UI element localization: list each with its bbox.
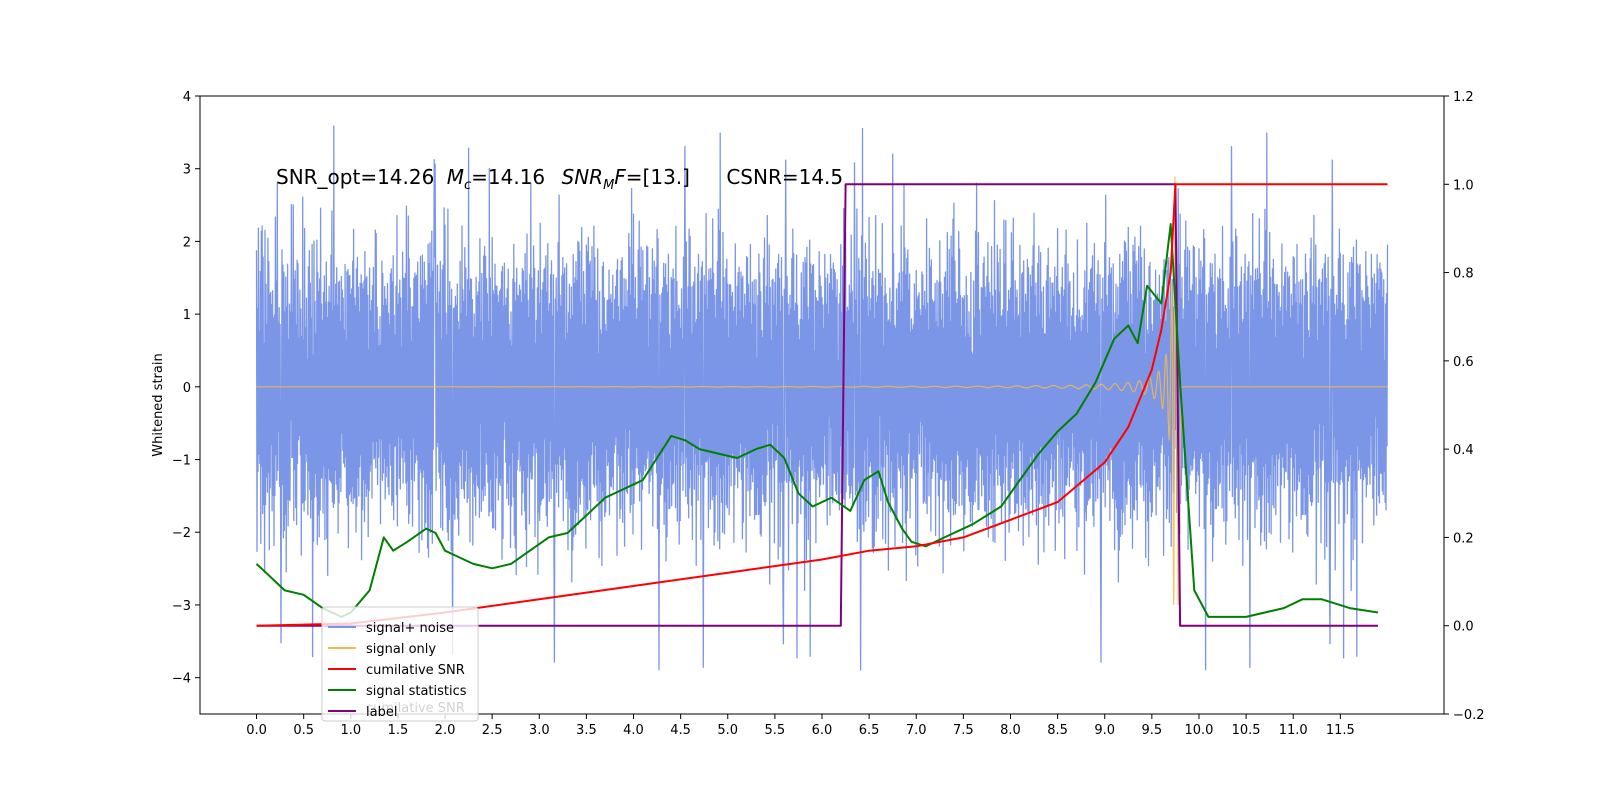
x-tick-label: 1.0 — [340, 723, 361, 738]
plot-area — [255, 125, 1389, 671]
x-tick-label: 0.0 — [246, 723, 267, 738]
x-tick-label: 3.0 — [529, 723, 550, 738]
y-right-tick-label: 0.2 — [1453, 531, 1474, 546]
x-tick-label: 2.0 — [435, 723, 456, 738]
x-tick-label: 10.5 — [1232, 723, 1261, 738]
x-tick-label: 5.0 — [717, 723, 738, 738]
legend-label: signal+ noise — [366, 621, 454, 636]
mc-value: =14.16 — [471, 165, 545, 189]
legend-label: signal only — [366, 642, 436, 657]
y-right-tick-label: 0.4 — [1453, 443, 1474, 458]
legend-label: label — [366, 705, 397, 720]
x-tick-label: 9.0 — [1094, 723, 1115, 738]
snr-opt-text: SNR_opt=14.26 — [276, 165, 434, 189]
y-left-tick-label: 0 — [183, 381, 191, 396]
snrmf-value: =[13.] — [626, 165, 690, 189]
y-left-tick-label: 1 — [183, 308, 191, 323]
legend-ghost-label: cumilative SNR — [366, 701, 465, 716]
y-axis-title: Whitened strain — [151, 353, 166, 456]
y-left-tick-label: −2 — [172, 526, 191, 541]
signal-noise-line — [255, 125, 1389, 671]
y-left-tick-label: −1 — [172, 454, 191, 469]
cumulative-snr-line — [256, 183, 1388, 627]
csnr-text: CSNR=14.5 — [726, 165, 843, 189]
mc-symbol: M — [447, 165, 464, 189]
signal-statistics-line — [255, 223, 1379, 618]
x-tick-label: 4.5 — [670, 723, 691, 738]
legend-entries: signal+ noise signal only cumilative SNR si… — [328, 621, 467, 720]
right-axis-series — [255, 183, 1388, 627]
x-tick-label: 7.0 — [906, 723, 927, 738]
x-tick-label: 7.5 — [953, 723, 974, 738]
y-left-tick-label: 3 — [183, 163, 191, 178]
y-right-tick-label: 0.0 — [1453, 620, 1474, 635]
snrmf-tail: F — [614, 165, 626, 189]
x-tick-label: 11.0 — [1279, 723, 1308, 738]
y-right-tick-label: −0.2 — [1453, 708, 1485, 723]
snr-annotation: SNR_opt=14.26 Mc=14.16 SNRMF=[13.] CSNR=… — [276, 165, 843, 193]
x-tick-label: 10.0 — [1184, 723, 1213, 738]
x-tick-label: 6.5 — [859, 723, 880, 738]
x-tick-label: 4.0 — [623, 723, 644, 738]
snrmf-subscript: M — [603, 178, 614, 193]
y-right-tick-label: 1.0 — [1453, 178, 1474, 193]
mc-subscript: c — [464, 178, 471, 193]
y-right-tick-label: 0.8 — [1453, 267, 1474, 282]
legend-label: cumilative SNR — [366, 663, 465, 678]
x-tick-label: 2.5 — [482, 723, 503, 738]
legend-frame — [321, 606, 479, 722]
y-left-tick-label: −4 — [172, 672, 191, 687]
x-tick-label: 8.0 — [1000, 723, 1021, 738]
x-tick-label: 9.5 — [1142, 723, 1163, 738]
y-axis-right: 1.2 1.0 0.8 0.6 0.4 0.2 0.0 −0.2 — [1444, 90, 1485, 723]
legend: cumilative SNR signal+ noise signal only c… — [321, 606, 479, 722]
y-left-tick-label: −3 — [172, 599, 191, 614]
signal-only-line — [256, 176, 1388, 605]
x-tick-label: 8.5 — [1047, 723, 1068, 738]
legend-label: signal statistics — [366, 684, 467, 699]
x-tick-label: 6.0 — [812, 723, 833, 738]
x-axis: 0.0 0.5 1.0 1.5 2.0 2.5 3.0 3.5 4.0 4.5 5.0 5.5 6.0 6… — [246, 714, 1355, 738]
y-right-tick-label: 1.2 — [1453, 90, 1474, 105]
x-tick-label: 0.5 — [293, 723, 314, 738]
label-line — [256, 183, 1378, 627]
x-tick-label: 5.5 — [765, 723, 786, 738]
y-left-tick-label: 2 — [183, 235, 191, 250]
x-tick-label: 1.5 — [388, 723, 409, 738]
x-tick-label: 11.5 — [1326, 723, 1355, 738]
signal-only-series — [256, 176, 1388, 605]
y-axis-left: 4 3 2 1 0 −1 −2 −3 −4 — [172, 90, 200, 687]
x-tick-label: 3.5 — [576, 723, 597, 738]
snrmf-symbol: SNR — [562, 165, 604, 189]
y-right-tick-label: 0.6 — [1453, 355, 1474, 370]
y-left-tick-label: 4 — [183, 90, 191, 105]
signal-noise-series — [255, 125, 1389, 671]
